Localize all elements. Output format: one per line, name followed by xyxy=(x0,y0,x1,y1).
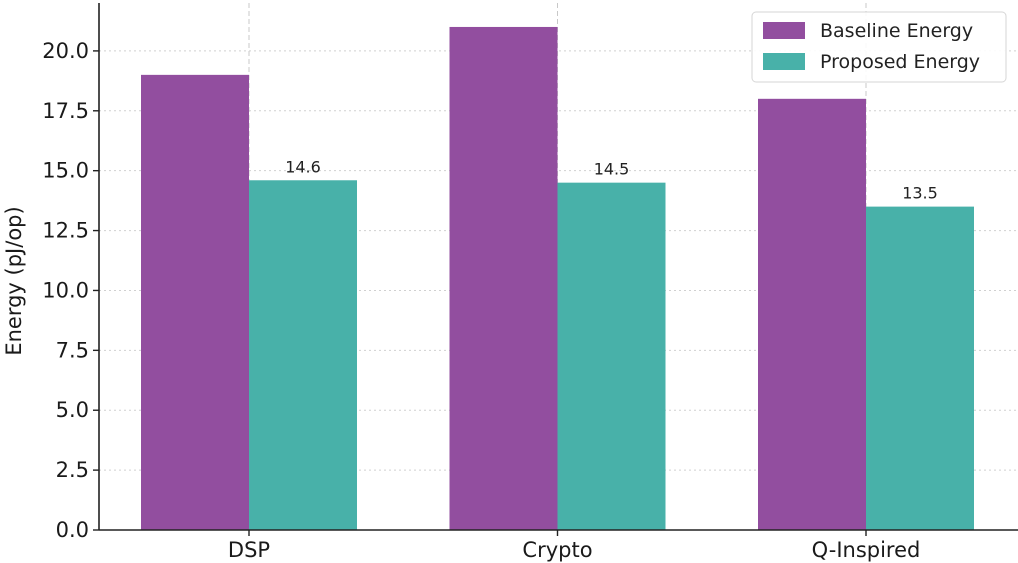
data-labels: 14.6 14.5 13.5 xyxy=(285,157,938,202)
y-axis-title: Energy (pJ/op) xyxy=(2,206,26,355)
proposed-bar-q-inspired xyxy=(866,206,974,530)
legend-box xyxy=(751,11,1007,83)
y-tick-label: 5.0 xyxy=(56,398,89,422)
y-tick-label: 17.5 xyxy=(42,99,89,123)
x-tick-label: Q-Inspired xyxy=(812,538,921,562)
y-tick-label: 10.0 xyxy=(42,278,89,302)
x-ticks: DSP Crypto Q-Inspired xyxy=(228,530,920,562)
legend: Baseline Energy Proposed Energy xyxy=(751,11,1007,83)
y-tick-label: 12.5 xyxy=(42,219,89,243)
y-tick-label: 20.0 xyxy=(42,39,89,63)
data-label: 14.6 xyxy=(285,157,321,176)
axes xyxy=(98,3,1018,531)
y-ticks: 0.0 2.5 5.0 7.5 10.0 12.5 15.0 17.5 20.0 xyxy=(42,39,99,542)
bars xyxy=(141,26,974,531)
y-tick-label: 7.5 xyxy=(56,338,89,362)
y-tick-label: 0.0 xyxy=(56,518,89,542)
y-tick-label: 15.0 xyxy=(42,159,89,183)
x-tick-label: DSP xyxy=(228,538,270,562)
proposed-bar-crypto xyxy=(557,182,666,530)
legend-label: Baseline Energy xyxy=(820,20,973,42)
proposed-bar-dsp xyxy=(249,180,357,530)
legend-swatch xyxy=(763,22,805,39)
x-tick-label: Crypto xyxy=(522,538,592,562)
data-label: 13.5 xyxy=(902,184,938,203)
y-tick-label: 2.5 xyxy=(56,458,89,482)
legend-label: Proposed Energy xyxy=(820,51,980,73)
baseline-bar-crypto xyxy=(449,26,558,530)
baseline-bar-dsp xyxy=(141,74,249,530)
baseline-bar-q-inspired xyxy=(758,98,866,531)
legend-swatch xyxy=(763,53,805,70)
data-label: 14.5 xyxy=(594,160,630,179)
